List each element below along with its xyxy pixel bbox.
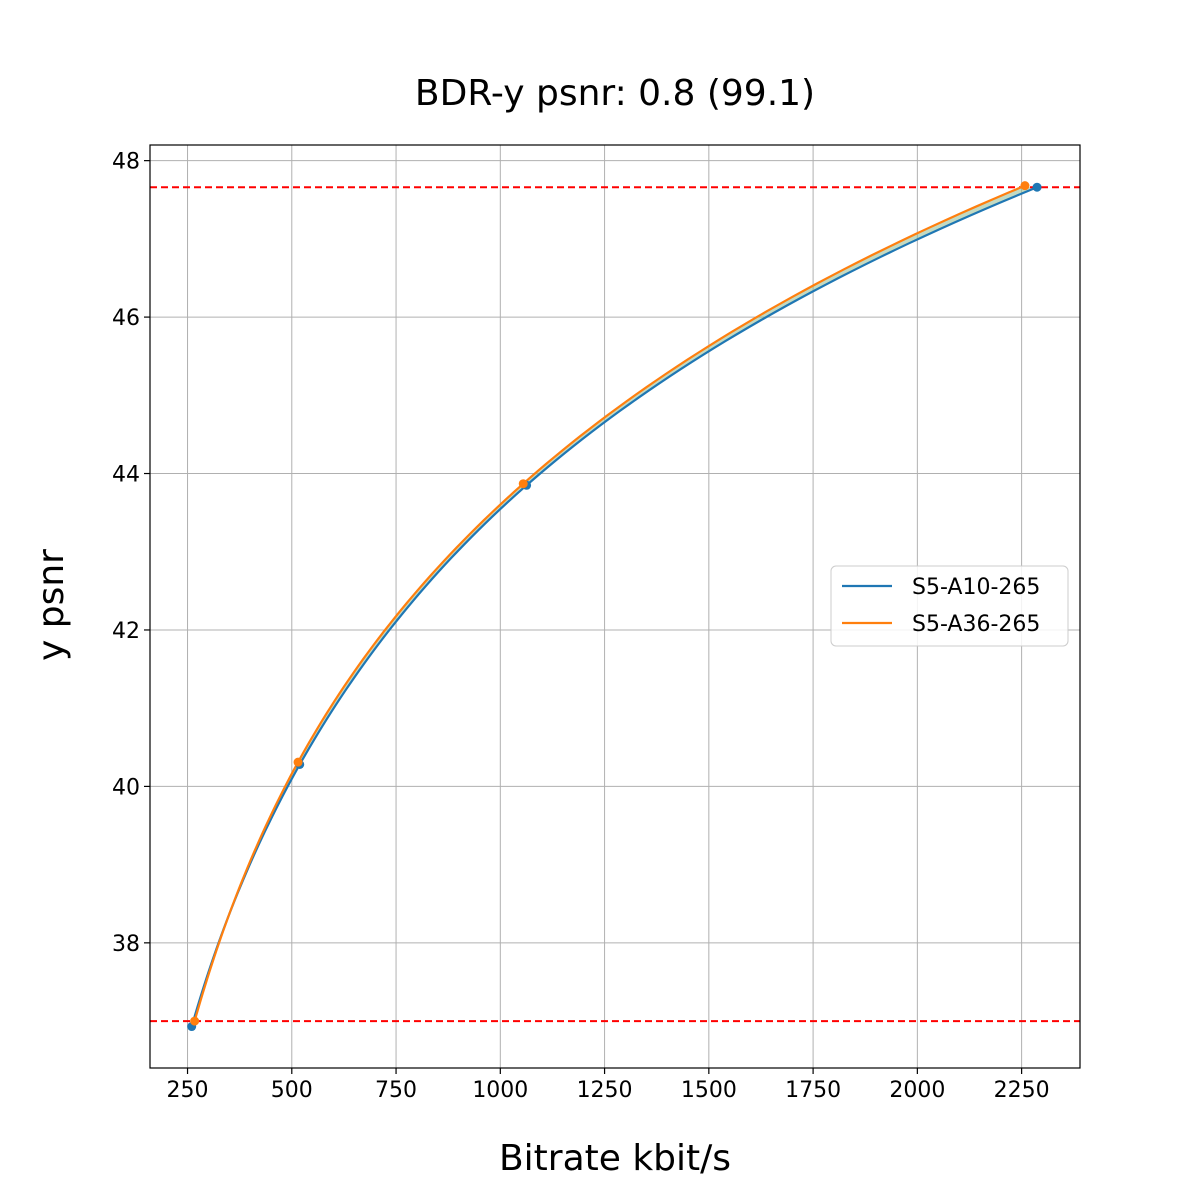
x-axis-label: Bitrate kbit/s	[499, 1138, 731, 1179]
x-tick-label: 1500	[681, 1078, 737, 1103]
x-tick-label: 1750	[785, 1078, 841, 1103]
x-tick-label: 1000	[472, 1078, 528, 1103]
legend-label: S5-A10-265	[912, 575, 1040, 600]
data-point	[1020, 181, 1030, 191]
chart-title: BDR-y psnr: 0.8 (99.1)	[415, 73, 815, 114]
plot-area: 250 500 750 1000 1250 1500 1750 2000 2250 38 40 42 4…	[112, 144, 1081, 1103]
x-tick-label: 750	[375, 1078, 417, 1103]
data-point	[293, 757, 303, 767]
legend: S5-A10-265 S5-A36-265	[830, 565, 1069, 647]
y-tick-label: 38	[112, 932, 140, 957]
y-tick-label: 42	[112, 619, 140, 644]
y-tick-label: 44	[112, 463, 140, 488]
x-tick-label: 500	[271, 1078, 313, 1103]
y-tick-label: 48	[112, 150, 140, 175]
series-line	[193, 184, 1026, 1022]
x-tick-label: 2000	[889, 1078, 945, 1103]
y-tick-label: 40	[112, 775, 140, 800]
x-tick-label: 1250	[577, 1078, 633, 1103]
x-tick-label: 250	[167, 1078, 209, 1103]
x-tick-label: 2250	[994, 1078, 1050, 1103]
data-point	[518, 479, 528, 489]
data-point	[1032, 182, 1042, 192]
legend-label: S5-A36-265	[912, 612, 1040, 637]
plot-frame	[149, 144, 1081, 1069]
y-axis-label: y psnr	[31, 549, 72, 661]
data-point	[190, 1016, 200, 1026]
y-tick-label: 46	[112, 306, 140, 331]
